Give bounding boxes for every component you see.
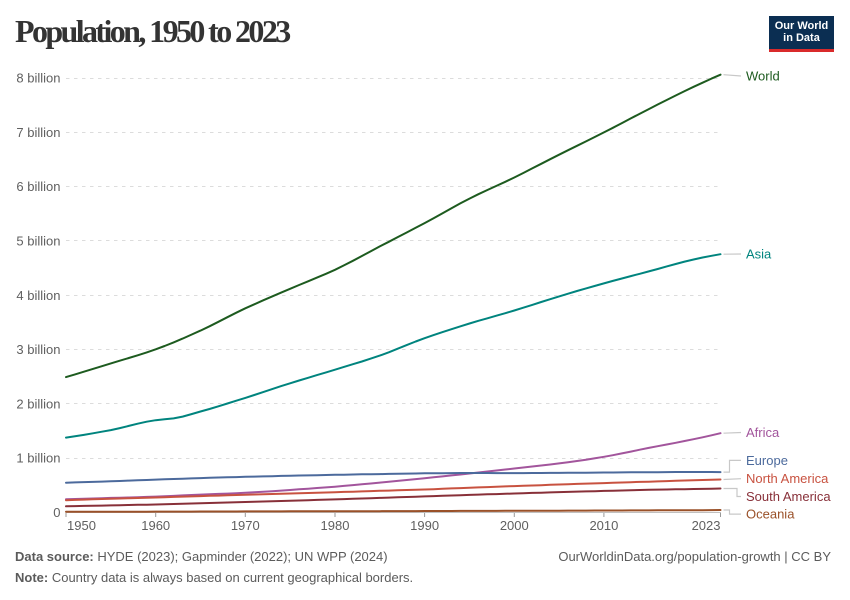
svg-text:1950: 1950 xyxy=(67,518,96,533)
svg-text:8 billion: 8 billion xyxy=(16,71,60,86)
svg-text:1990: 1990 xyxy=(410,518,439,533)
svg-text:1 billion: 1 billion xyxy=(16,451,60,466)
svg-text:1980: 1980 xyxy=(321,518,350,533)
svg-text:2023: 2023 xyxy=(692,518,721,533)
svg-text:2010: 2010 xyxy=(589,518,618,533)
svg-text:Europe: Europe xyxy=(746,453,788,468)
svg-text:6 billion: 6 billion xyxy=(16,179,60,194)
svg-text:1960: 1960 xyxy=(141,518,170,533)
svg-text:Africa: Africa xyxy=(746,425,780,440)
svg-text:1970: 1970 xyxy=(231,518,260,533)
svg-text:4 billion: 4 billion xyxy=(16,288,60,303)
svg-text:7 billion: 7 billion xyxy=(16,125,60,140)
svg-text:Asia: Asia xyxy=(746,247,772,262)
svg-text:South America: South America xyxy=(746,489,831,504)
svg-text:World: World xyxy=(746,69,780,84)
svg-text:2000: 2000 xyxy=(500,518,529,533)
svg-text:Oceania: Oceania xyxy=(746,507,795,522)
svg-text:0: 0 xyxy=(53,505,60,520)
svg-text:5 billion: 5 billion xyxy=(16,234,60,249)
svg-text:North America: North America xyxy=(746,471,829,486)
svg-text:3 billion: 3 billion xyxy=(16,342,60,357)
svg-text:2 billion: 2 billion xyxy=(16,396,60,411)
